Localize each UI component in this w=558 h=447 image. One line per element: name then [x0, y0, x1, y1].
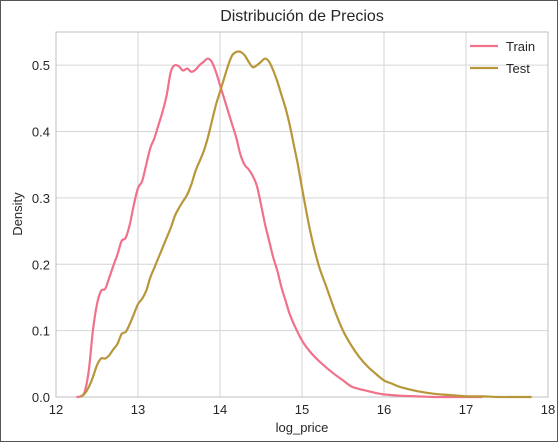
x-tick-label: 18: [541, 402, 555, 417]
series-lines: [76, 50, 532, 399]
y-tick-label: 0.5: [32, 58, 50, 73]
series-line-train: [76, 57, 483, 399]
y-tick-labels: 0.0 0.1 0.2 0.3 0.4 0.5: [32, 58, 50, 405]
x-tick-labels: 12 13 14 15 16 17 18: [49, 402, 555, 417]
series-line-test: [79, 50, 532, 399]
plot-area-frame: [55, 31, 549, 398]
x-tick-label: 17: [459, 402, 473, 417]
y-tick-label: 0.2: [32, 257, 50, 272]
y-tick-label: 0.4: [32, 125, 50, 140]
legend-label-train: Train: [506, 39, 535, 54]
x-axis-label: log_price: [276, 420, 329, 435]
legend: Train Test: [470, 39, 535, 76]
y-tick-label: 0.3: [32, 191, 50, 206]
y-axis-label: Density: [10, 192, 25, 236]
chart-title: Distribución de Precios: [220, 8, 384, 25]
y-tick-label: 0.0: [32, 390, 50, 405]
x-tick-label: 14: [213, 402, 227, 417]
x-tick-label: 15: [295, 402, 309, 417]
legend-label-test: Test: [506, 61, 530, 76]
y-tick-label: 0.1: [32, 324, 50, 339]
x-tick-label: 16: [377, 402, 391, 417]
x-tick-label: 13: [131, 402, 145, 417]
x-tick-label: 12: [49, 402, 63, 417]
